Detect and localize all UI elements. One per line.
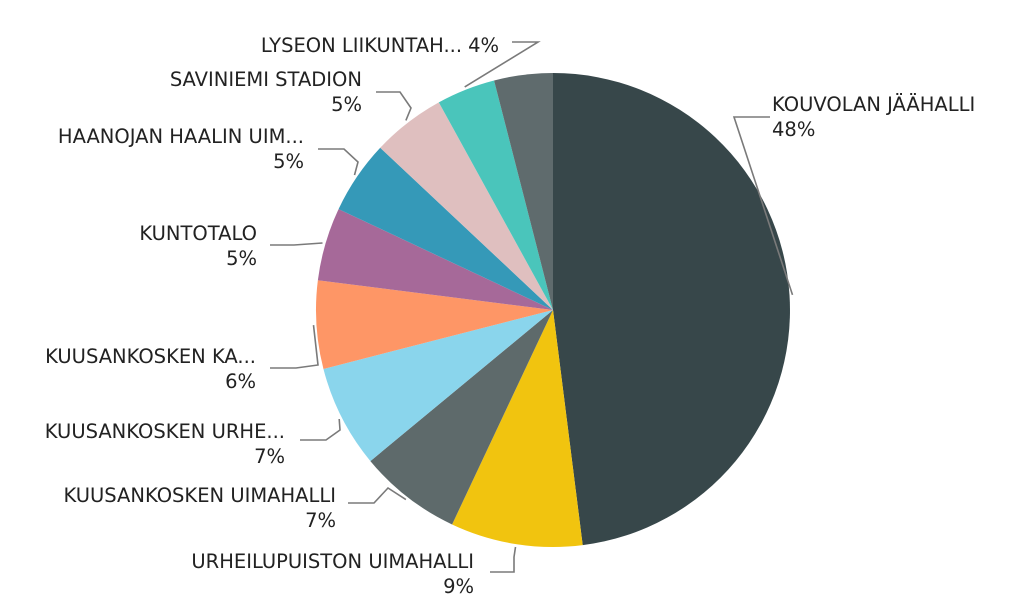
pie-slice-3[interactable] xyxy=(323,310,553,462)
label-kuusankosken-uimahalli: KUUSANKOSKEN UIMAHALLI 7% xyxy=(64,484,337,532)
leader-line-4 xyxy=(270,325,319,369)
pie-slice-0[interactable] xyxy=(553,73,790,546)
leader-line-8 xyxy=(464,41,541,88)
label-urheilupuiston-uimahalli: URHEILUPUISTON UIMAHALLI 9% xyxy=(191,550,474,598)
pie-slice-2[interactable] xyxy=(370,310,553,525)
pie-slice-4[interactable] xyxy=(316,280,553,369)
leader-line-2 xyxy=(348,486,407,504)
pie-slice-6[interactable] xyxy=(338,147,553,310)
pie-slice-1[interactable] xyxy=(452,310,583,547)
pie-slice-7[interactable] xyxy=(380,102,553,310)
leader-lines xyxy=(270,41,794,573)
leader-line-0 xyxy=(732,116,794,296)
pie-slices xyxy=(316,73,790,547)
pie-slice-8[interactable] xyxy=(438,80,553,310)
pie-slice-5[interactable] xyxy=(317,209,553,310)
leader-line-6 xyxy=(318,148,359,176)
label-lyseon-liikuntah: LYSEON LIIKUNTAH... 4% xyxy=(261,34,499,57)
label-saviniemi-stadion: SAVINIEMI STADION 5% xyxy=(170,68,362,116)
leader-line-5 xyxy=(270,242,323,246)
leader-line-7 xyxy=(376,91,412,121)
label-kuusankosken-ka: KUUSANKOSKEN KA... 6% xyxy=(45,345,256,393)
leader-line-3 xyxy=(300,418,341,441)
pie-slice-9[interactable] xyxy=(494,73,553,310)
label-kouvolan-jaahalli: KOUVOLAN JÄÄHALLI 48% xyxy=(772,93,975,141)
label-kuntotalo: KUNTOTALO 5% xyxy=(139,222,257,270)
label-haanojan-haalin: HAANOJAN HAALIN UIM... 5% xyxy=(58,125,304,173)
leader-line-1 xyxy=(490,546,517,573)
label-kuusankosken-urhe: KUUSANKOSKEN URHE... 7% xyxy=(45,420,285,468)
